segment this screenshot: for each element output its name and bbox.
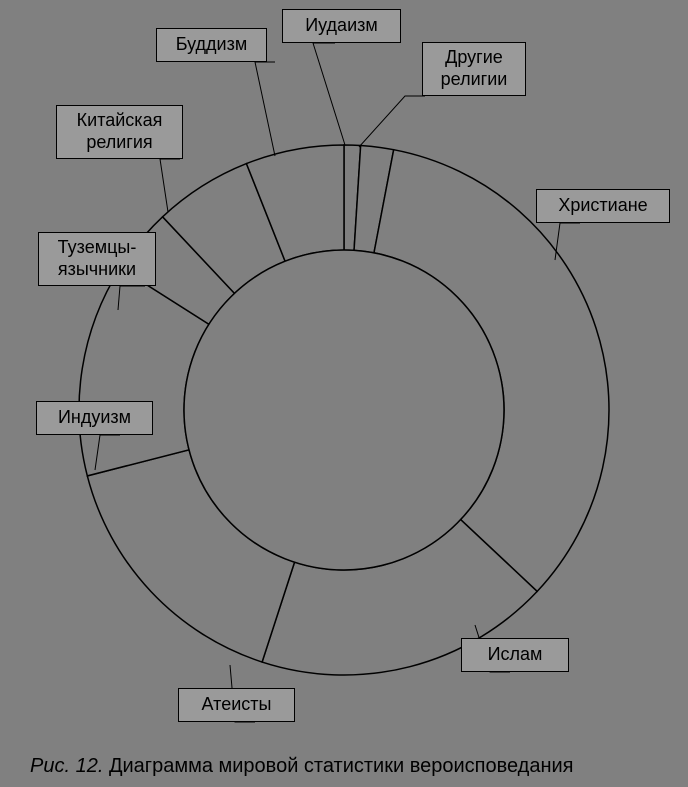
slice-label-box: Ислам (461, 638, 569, 672)
slice-label-text: Туземцы- язычники (58, 237, 137, 280)
slice-label-text: Христиане (558, 195, 647, 217)
figure-text: Диаграмма мировой статистики вероисповед… (109, 755, 574, 777)
slice-label-text: Ислам (488, 644, 543, 666)
slice-label-box: Туземцы- язычники (38, 232, 156, 286)
slice-label-text: Другие религии (441, 47, 508, 90)
slice-label-text: Иудаизм (305, 15, 378, 37)
donut-center (184, 250, 504, 570)
slice-label-box: Христиане (536, 189, 670, 223)
slice-label-box: Китайская религия (56, 105, 183, 159)
slice-label-box: Иудаизм (282, 9, 401, 43)
callout-pointer (313, 43, 345, 145)
slice-label-text: Атеисты (202, 694, 272, 716)
figure-number: Рис. 12. (30, 755, 103, 777)
slice-label-text: Буддизм (176, 34, 248, 56)
slice-label-box: Индуизм (36, 401, 153, 435)
slice-label-box: Буддизм (156, 28, 267, 62)
slice-label-box: Атеисты (178, 688, 295, 722)
slice-label-text: Индуизм (58, 407, 131, 429)
slice-label-text: Китайская религия (77, 110, 163, 153)
chart-container: Иудаизм Другие религии Христиане Ислам Атеис… (0, 0, 688, 787)
slice-label-box: Другие религии (422, 42, 526, 96)
callout-pointer (255, 62, 275, 156)
figure-caption: Рис. 12. Диаграмма мировой статистики ве… (30, 755, 574, 778)
callout-pointer (359, 96, 425, 147)
